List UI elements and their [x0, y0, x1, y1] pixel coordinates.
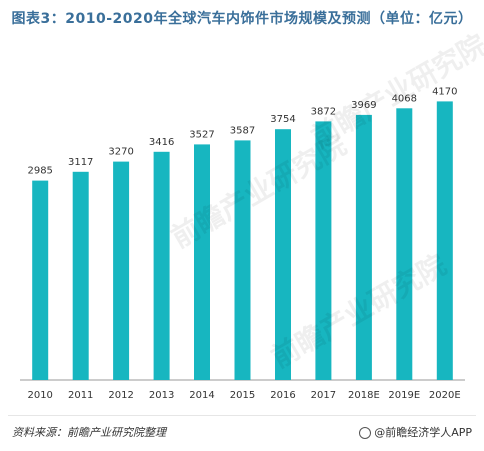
brand-text: @前瞻经济学人APP: [374, 426, 472, 439]
x-tick-label-2015: 2015: [230, 390, 255, 401]
x-tick-label-2010: 2010: [27, 390, 52, 401]
bar-2012: [113, 161, 130, 380]
x-tick-label-2011: 2011: [68, 390, 93, 401]
brand-label: @前瞻经济学人APP: [359, 424, 472, 440]
bar-2011: [72, 171, 89, 380]
bar-2020E: [436, 101, 453, 381]
x-tick-label-2017: 2017: [311, 390, 336, 401]
data-label-2015: 3587: [230, 125, 255, 136]
chart-title: 图表3：2010-2020年全球汽车内饰件市场规模及预测（单位：亿元）: [11, 11, 473, 27]
bar-2010: [32, 180, 49, 380]
x-tick-label-2016: 2016: [270, 390, 295, 401]
x-tick-label-2019E: 2019E: [388, 390, 420, 401]
brand-icon: [359, 427, 372, 439]
data-label-2010: 2985: [27, 166, 52, 177]
data-label-2017: 3872: [311, 106, 336, 117]
data-label-2016: 3754: [270, 114, 295, 125]
data-label-2011: 3117: [68, 157, 93, 168]
x-tick-label-2014: 2014: [189, 390, 214, 401]
data-label-2013: 3416: [149, 137, 174, 148]
bar-2019E: [396, 108, 413, 381]
x-tick-label-2020E: 2020E: [429, 390, 461, 401]
bar-2017: [315, 121, 332, 381]
footer-divider: [8, 415, 476, 416]
bar-2014: [194, 144, 210, 380]
data-label-2020E: 4170: [432, 86, 457, 97]
x-tick-label-2012: 2012: [108, 390, 133, 401]
bar-2015: [234, 140, 251, 380]
bar-2013: [153, 151, 170, 380]
bar-2016: [275, 129, 291, 380]
x-tick-label-2018E: 2018E: [348, 390, 380, 401]
x-tick-label-2013: 2013: [149, 390, 174, 401]
data-label-2012: 3270: [108, 147, 133, 158]
bar-2018E: [355, 114, 372, 381]
data-label-2014: 3527: [189, 129, 214, 140]
data-label-2019E: 4068: [392, 93, 417, 104]
footer: 资料来源：前瞻产业研究院整理 @前瞻经济学人APP: [0, 419, 484, 443]
data-label-2018E: 3969: [351, 100, 376, 111]
source-note: 资料来源：前瞻产业研究院整理: [12, 426, 166, 439]
